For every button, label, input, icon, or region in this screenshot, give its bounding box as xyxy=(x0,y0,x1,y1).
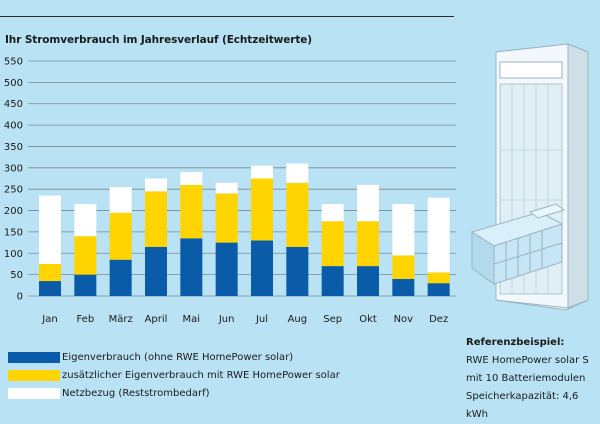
y-tick-label: 300 xyxy=(4,163,23,174)
grid-layer xyxy=(28,60,456,297)
bar-segment xyxy=(251,165,273,179)
bar-segment xyxy=(39,195,61,264)
legend-swatch-eigenverbrauch xyxy=(8,351,60,363)
legend-item: Netzbezug (Reststrombedarf) xyxy=(8,384,340,402)
y-tick-label: 450 xyxy=(4,99,23,110)
bar-segment xyxy=(74,204,97,237)
bar-segment xyxy=(145,191,167,247)
y-tick-label: 500 xyxy=(4,78,23,89)
x-tick-label: April xyxy=(145,314,168,325)
bar-segment xyxy=(251,178,273,241)
x-tick-label: Jan xyxy=(41,314,57,325)
x-tick-label: Feb xyxy=(76,314,94,325)
y-tick-label: 550 xyxy=(4,57,23,68)
reference-line: mit 10 Batteriemodulen xyxy=(466,373,586,384)
legend-item: Eigenverbrauch (ohne RWE HomePower solar… xyxy=(8,348,340,366)
y-tick-label: 350 xyxy=(4,142,23,153)
legend-label: Netzbezug (Reststrombedarf) xyxy=(62,387,210,399)
x-tick-label: Jul xyxy=(255,314,268,325)
bar-segment xyxy=(180,184,203,239)
bar-segment xyxy=(286,163,309,183)
bar-segment xyxy=(427,272,450,284)
bar-segment xyxy=(109,187,132,213)
y-tick-label: 400 xyxy=(4,121,23,132)
reference-title: Referenzbeispiel: xyxy=(466,337,565,348)
bar-segment xyxy=(321,221,344,267)
bar-segment xyxy=(357,184,379,222)
bar-segment xyxy=(286,246,309,296)
y-tick-label: 0 xyxy=(17,292,23,303)
x-tick-label: Nov xyxy=(394,314,414,325)
battery-cabinet-illustration xyxy=(470,43,589,311)
y-tick-label: 50 xyxy=(10,270,23,281)
labels-layer: 0 50 100 150 200 250 300 350 400 450 500 550 Jan Feb M… xyxy=(4,57,448,326)
legend-swatch-zusaetzlich xyxy=(8,369,60,381)
bar-segment xyxy=(109,212,132,260)
bar-segment xyxy=(109,259,132,296)
bar-segment xyxy=(180,238,203,296)
bar-segment xyxy=(321,204,344,222)
bar-segment xyxy=(215,193,238,243)
bar-segment xyxy=(215,242,238,296)
legend: Eigenverbrauch (ohne RWE HomePower solar… xyxy=(8,348,340,402)
bar-segment xyxy=(39,281,61,296)
bar-segment xyxy=(286,182,309,247)
bar-segment xyxy=(392,255,415,279)
legend-swatch-netzbezug xyxy=(8,387,60,399)
legend-label: zusätzlicher Eigenverbrauch mit RWE Home… xyxy=(62,369,340,381)
y-tick-label: 200 xyxy=(4,206,23,217)
bar-segment xyxy=(74,274,97,296)
x-tick-label: Sep xyxy=(323,314,342,325)
bar-segment xyxy=(74,236,97,275)
x-tick-label: Okt xyxy=(359,314,377,325)
reference-line: RWE HomePower solar S xyxy=(466,355,589,366)
bar-segment xyxy=(392,204,415,256)
x-tick-label: Dez xyxy=(429,314,448,325)
reference-note: Referenzbeispiel: RWE HomePower solar S … xyxy=(466,334,600,424)
bar-segment xyxy=(392,278,415,296)
top-rule xyxy=(0,16,454,17)
bar-segment xyxy=(215,182,238,194)
legend-label: Eigenverbrauch (ohne RWE HomePower solar… xyxy=(62,351,294,363)
y-tick-label: 100 xyxy=(4,249,23,260)
y-tick-label: 250 xyxy=(4,185,23,196)
bar-segment xyxy=(357,221,379,267)
x-tick-label: Mai xyxy=(183,314,201,325)
bar-segment xyxy=(180,172,203,185)
x-tick-label: Aug xyxy=(288,314,308,325)
chart-title: Ihr Stromverbrauch im Jahresverlauf (Ech… xyxy=(5,34,313,46)
y-tick-label: 150 xyxy=(4,227,23,238)
bar-segment xyxy=(427,197,450,273)
bar-segment xyxy=(321,266,344,296)
legend-item: zusätzlicher Eigenverbrauch mit RWE Home… xyxy=(8,366,340,384)
bar-segment xyxy=(145,246,167,296)
reference-line: Speicherkapazität: 4,6 kWh xyxy=(466,391,579,420)
bar-segment xyxy=(145,178,167,192)
x-tick-label: März xyxy=(109,314,133,325)
bar-segment xyxy=(39,263,61,282)
bar-segment xyxy=(251,240,273,296)
bar-segment xyxy=(427,283,450,296)
x-tick-label: Jun xyxy=(218,314,235,325)
bar-segment xyxy=(357,266,379,296)
bars-layer xyxy=(39,163,450,296)
